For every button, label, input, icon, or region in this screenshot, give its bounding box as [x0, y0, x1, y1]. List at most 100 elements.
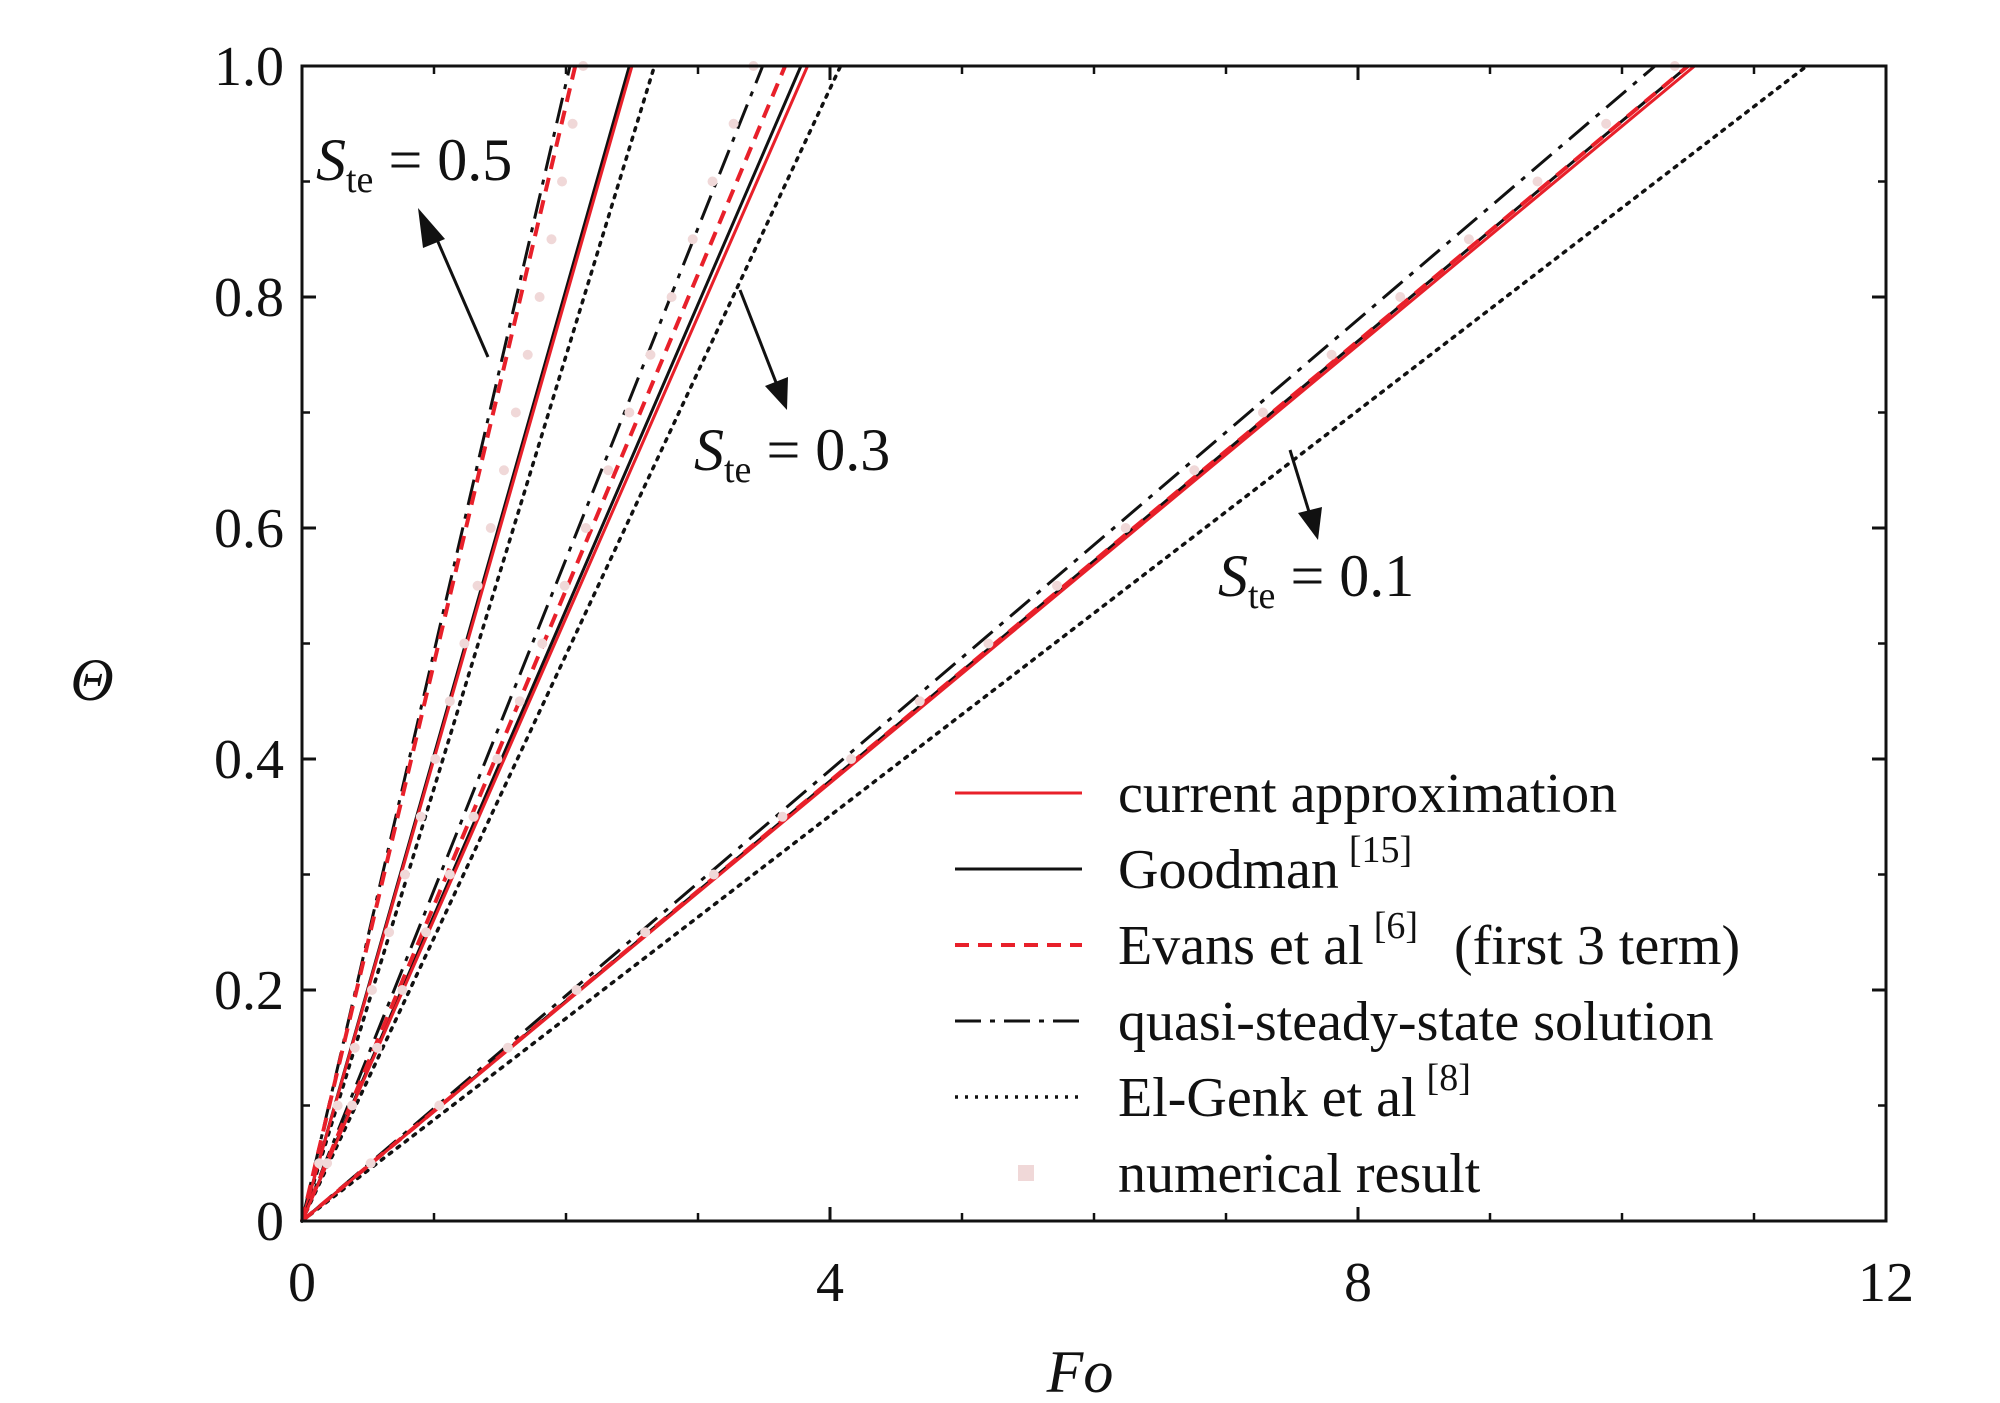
numerical-point [559, 580, 570, 591]
annotation-var: S [694, 417, 724, 483]
y-tick-label: 1.0 [214, 36, 284, 98]
annotation-ste-05: Ste = 0.5 [316, 127, 512, 358]
numerical-point [485, 523, 496, 533]
legend-item-quasi: quasi-steady-state solution [955, 991, 1714, 1053]
numerical-point [522, 349, 533, 360]
numerical-point [366, 985, 377, 995]
legend-label-text: Evans et al [1118, 915, 1364, 977]
numerical-point [687, 234, 698, 245]
series-group-1 [300, 61, 657, 1223]
axes-layer: 0 4 8 12 0 0.2 0.4 0.6 0.8 1.0 [214, 36, 1914, 1314]
numerical-point [534, 292, 545, 302]
numerical-point [624, 407, 635, 418]
numerical-point [666, 292, 677, 302]
legend-label-text: El-Genk et al [1118, 1067, 1417, 1129]
y-tick-label: 0.8 [214, 267, 284, 329]
annotation-value: = 0.1 [1275, 543, 1414, 609]
numerical-point [332, 1100, 343, 1111]
numerical-point [1532, 176, 1543, 187]
numerical-point [580, 523, 591, 533]
series-line-quasi [301, 64, 1656, 1223]
numerical-point [1052, 580, 1063, 591]
annotation-value: = 0.3 [751, 417, 890, 483]
numerical-point [459, 638, 470, 649]
numerical-point [372, 1042, 383, 1053]
numerical-point [444, 869, 455, 880]
numerical-point [434, 1100, 445, 1111]
y-tick-label: 0 [256, 1191, 284, 1253]
svg-text:Ste = 0.5: Ste = 0.5 [316, 127, 512, 201]
series-line-quasi [300, 65, 765, 1222]
annotation-ste-01: Ste = 0.1 [1218, 449, 1414, 617]
y-tick-label: 0.6 [214, 498, 284, 560]
y-tick-label: 0.4 [214, 729, 284, 791]
annotation-sub: te [1248, 575, 1275, 617]
legend-label: quasi-steady-state solution [1118, 991, 1714, 1053]
numerical-point [415, 811, 426, 822]
annotation-var: S [316, 127, 346, 193]
x-tick-label: 12 [1858, 1252, 1914, 1314]
legend-label: Evans et al [6] (first 3 term) [1118, 905, 1740, 977]
numerical-point [645, 349, 656, 360]
numerical-point [468, 811, 479, 822]
numerical-point [502, 1042, 513, 1053]
numerical-point [1120, 523, 1131, 533]
legend-label: numerical result [1118, 1143, 1481, 1205]
series-line-current [300, 65, 809, 1222]
numerical-point [777, 811, 788, 822]
legend-item-numerical: numerical result [1018, 1143, 1481, 1205]
legend-label-text: quasi-steady-state solution [1118, 991, 1714, 1053]
legend-citation: [6] [1374, 905, 1418, 947]
numerical-point [1189, 465, 1200, 476]
numerical-point [492, 754, 503, 764]
annotation-arrowhead [418, 208, 445, 248]
legend-swatch-numerical [1018, 1165, 1034, 1181]
series-line-evans [300, 65, 578, 1222]
numerical-point [349, 1042, 360, 1053]
numerical-point [707, 176, 718, 187]
numerical-point [384, 927, 395, 938]
y-axis-title: Θ [70, 647, 113, 713]
annotation-arrow [430, 227, 490, 358]
numerical-point [347, 1100, 358, 1111]
numerical-point [397, 985, 408, 995]
numerical-point [472, 580, 483, 591]
legend-label: current approximation [1118, 763, 1617, 825]
legend-label-text: current approximation [1118, 763, 1617, 825]
y-tick-label: 0.2 [214, 960, 284, 1022]
numerical-point [1601, 118, 1612, 129]
numerical-point [1326, 349, 1337, 360]
legend-item-current: current approximation [955, 763, 1617, 825]
annotation-arrowhead [765, 377, 788, 410]
x-axis-title: Fo [1046, 1339, 1114, 1403]
annotation-var: S [1218, 543, 1248, 609]
numerical-point [537, 638, 548, 649]
numerical-point [571, 985, 582, 995]
numerical-point [914, 696, 925, 707]
series-group-3 [300, 61, 1809, 1223]
annotation-arrow [1288, 449, 1312, 516]
legend-citation: [8] [1427, 1057, 1471, 1099]
numerical-point [1463, 234, 1474, 245]
numerical-point [728, 118, 739, 129]
numerical-point [498, 465, 509, 476]
legend-item-elgenk: El-Genk et al [8] [955, 1057, 1471, 1129]
numerical-point [399, 869, 410, 880]
numerical-point [421, 927, 432, 938]
numerical-point [846, 754, 857, 764]
numerical-point [514, 696, 525, 707]
numerical-point [567, 118, 578, 129]
annotation-sub: te [346, 159, 373, 201]
legend-label: Goodman [15] [1118, 829, 1412, 901]
plot-frame [300, 64, 1888, 1223]
annotation-ste-03: Ste = 0.3 [694, 289, 890, 491]
numerical-point [708, 869, 719, 880]
numerical-point [1257, 407, 1268, 418]
svg-text:Ste = 0.1: Ste = 0.1 [1218, 543, 1414, 617]
series-group-2 [300, 61, 843, 1223]
legend-citation: [15] [1349, 829, 1412, 871]
legend-label: El-Genk et al [8] [1118, 1057, 1471, 1129]
numerical-point [546, 234, 557, 245]
